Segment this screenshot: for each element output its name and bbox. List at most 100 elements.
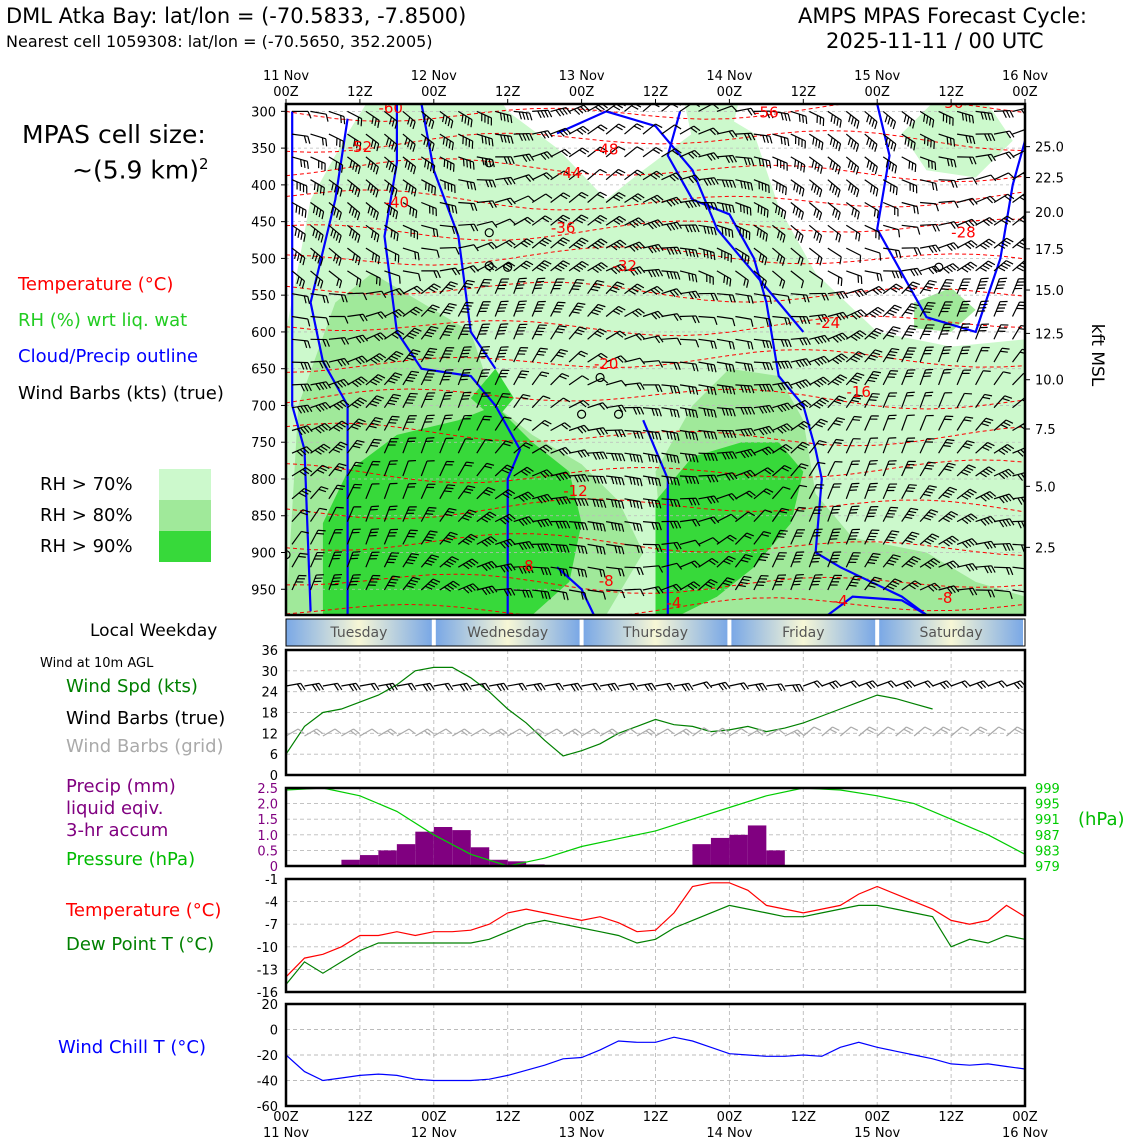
barb-flag <box>488 137 491 146</box>
barb-flag <box>426 161 430 170</box>
barb-flag <box>386 561 395 564</box>
top-hour-label: 00Z <box>864 85 890 100</box>
barb-flag <box>584 546 588 555</box>
barb-staff <box>304 728 317 737</box>
barb-flag <box>518 519 525 527</box>
cloud-outline <box>556 110 805 333</box>
barb-flag <box>344 294 348 303</box>
wind-barb <box>790 156 806 173</box>
barb-flag <box>522 566 527 574</box>
wind-barb <box>883 224 901 238</box>
barb-flag <box>538 241 547 247</box>
wind-barb <box>328 337 350 345</box>
barb-flag <box>336 381 344 388</box>
barb-flag <box>307 136 311 144</box>
barb-flag <box>443 375 451 378</box>
wind-barb <box>291 338 311 349</box>
barb-flag <box>580 569 584 577</box>
barb-flag <box>1028 521 1031 528</box>
wind-10m-title: Wind at 10m AGL <box>40 656 154 671</box>
barb-flag <box>467 279 475 283</box>
barb-staff <box>291 224 306 235</box>
barb-flag <box>544 110 549 118</box>
wind-barb <box>347 202 361 221</box>
barb-flag <box>330 205 334 214</box>
barb-flag <box>436 229 439 238</box>
barb-flag <box>445 437 454 439</box>
barb-staff <box>347 270 362 281</box>
barb-flag <box>429 347 438 351</box>
barb-flag <box>574 282 583 284</box>
wind-barb <box>439 556 459 568</box>
barb-flag <box>578 216 586 222</box>
barb-flag <box>914 164 917 173</box>
barb-flag <box>506 564 513 572</box>
barb-flag <box>447 305 455 309</box>
barb-flag <box>422 114 427 123</box>
pressure-ytick-label: 983 <box>1035 844 1060 859</box>
barb-staff <box>550 422 565 432</box>
barb-staff <box>993 109 1011 112</box>
wind-barb <box>827 247 842 265</box>
barb-flag <box>332 557 340 560</box>
barb-staff <box>532 543 549 545</box>
barb-flag <box>391 141 395 150</box>
barb-staff <box>568 566 585 571</box>
barb-flag <box>510 588 516 596</box>
barb-flag <box>501 278 510 280</box>
barb-flag <box>296 406 302 414</box>
barb-staff <box>341 728 354 737</box>
barb-flag <box>490 536 498 542</box>
barb-staff <box>550 214 564 226</box>
wind-barb <box>901 224 921 235</box>
barb-flag <box>498 284 507 287</box>
wind-barb <box>827 110 842 128</box>
barb-staff <box>291 425 308 432</box>
barb-flag <box>573 267 581 273</box>
barb-flag <box>517 353 526 355</box>
barb-flag <box>391 187 395 195</box>
barb-staff <box>476 179 493 181</box>
barb-flag <box>525 133 530 141</box>
barb-flag <box>769 135 773 144</box>
wind-barb <box>587 262 608 274</box>
barb-flag <box>1002 110 1007 119</box>
wind-barb <box>439 267 461 276</box>
wind-barb <box>568 399 590 409</box>
barb-flag <box>393 144 398 152</box>
barb-flag <box>481 349 489 351</box>
barb-flag <box>546 469 553 476</box>
wind-barb <box>845 179 860 198</box>
wind-barb <box>568 169 589 181</box>
barb-flag <box>389 505 398 508</box>
barb-staff <box>433 728 447 737</box>
barb-flag <box>299 255 303 264</box>
barb-flag <box>407 376 416 380</box>
barb-flag <box>787 113 791 122</box>
barb-staff <box>550 170 565 181</box>
barb-staff <box>439 438 447 454</box>
wind-barb <box>956 240 978 250</box>
wind-barb <box>310 247 324 266</box>
barb-staff <box>421 201 437 210</box>
barb-flag <box>315 427 322 434</box>
barb-flag <box>580 350 589 355</box>
wind-barb <box>328 133 344 149</box>
wind-barb <box>458 244 479 252</box>
barb-flag <box>357 378 365 384</box>
barb-flag <box>935 183 938 191</box>
barb-staff <box>291 361 309 364</box>
barb-flag <box>501 369 510 371</box>
barb-flag <box>599 428 605 436</box>
barb-flag <box>484 465 493 469</box>
barb-staff <box>402 553 412 568</box>
barb-flag <box>582 399 590 406</box>
barb-flag <box>444 490 452 493</box>
barb-flag <box>559 239 568 245</box>
barb-flag <box>356 212 361 221</box>
barb-staff <box>513 238 528 249</box>
barb-flag <box>393 393 401 397</box>
barb-flag <box>393 353 401 358</box>
barb-flag <box>500 300 509 303</box>
barb-flag <box>301 280 306 289</box>
